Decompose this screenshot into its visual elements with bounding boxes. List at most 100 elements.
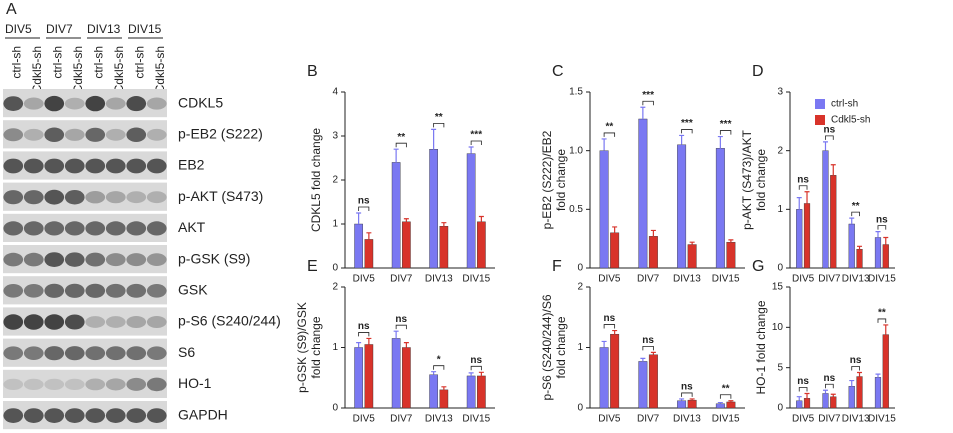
blot-band — [64, 314, 85, 330]
error-bar — [804, 191, 810, 204]
protein-label: S6 — [178, 344, 195, 360]
blot-band — [64, 378, 85, 390]
y-axis-label: HO-1 fold change — [754, 300, 768, 394]
blot-band — [85, 408, 106, 423]
error-bar — [640, 357, 646, 362]
x-tick-label: DIV7 — [818, 274, 841, 285]
bar — [402, 347, 411, 409]
error-bar — [822, 141, 828, 151]
significance-label: ns — [797, 174, 809, 185]
blot-band — [85, 221, 106, 236]
blot-band — [3, 314, 24, 330]
error-bar — [650, 351, 656, 355]
lane-label: Cdkl5-sh — [71, 46, 85, 93]
blot-band — [64, 221, 85, 236]
lane-label: ctrl-sh — [9, 46, 23, 79]
blot-band — [23, 252, 44, 267]
y-tick-label: 1.0 — [569, 145, 583, 156]
blot-band — [126, 346, 147, 361]
significance-bracket — [798, 185, 808, 190]
bar — [715, 403, 725, 409]
blot-band — [44, 283, 65, 298]
blot-band — [105, 97, 126, 110]
error-bar — [601, 340, 607, 348]
x-tick-label: DIV15 — [712, 274, 740, 285]
bar — [638, 118, 648, 269]
significance-bracket — [719, 394, 732, 399]
significance-bracket — [825, 383, 834, 389]
error-bar — [650, 229, 656, 237]
significance-bracket — [358, 332, 370, 337]
blot-band — [146, 284, 167, 298]
panel-letter: A — [6, 1, 17, 18]
blot-band — [23, 346, 44, 361]
bar — [610, 232, 620, 269]
blot-band — [105, 158, 126, 174]
panel-letter: D — [752, 63, 764, 80]
legend-swatch — [815, 99, 825, 109]
panel-letter: F — [552, 258, 562, 275]
error-bar — [883, 236, 889, 245]
bar — [429, 148, 438, 269]
blot-band — [105, 221, 126, 236]
blot-band — [146, 128, 167, 141]
error-bar — [822, 389, 828, 394]
significance-label: ns — [850, 355, 862, 366]
blot-band — [105, 378, 126, 391]
blot-band — [126, 96, 147, 112]
significance-bracket — [603, 132, 616, 137]
blot-band — [23, 190, 44, 205]
error-bar — [478, 215, 484, 222]
x-tick-label: DIV15 — [462, 414, 490, 425]
x-tick-label: DIV13 — [425, 274, 453, 285]
error-bar — [366, 337, 372, 345]
bar — [687, 399, 697, 409]
bar — [354, 223, 363, 269]
protein-label: GAPDH — [178, 406, 228, 422]
significance-bracket — [395, 324, 407, 330]
bar — [439, 225, 449, 269]
error-bar — [393, 148, 399, 163]
blot-band — [44, 127, 65, 143]
x-tick-label: DIV7 — [818, 414, 841, 425]
x-tick-label: DIV15 — [868, 274, 896, 285]
blot-band — [85, 283, 106, 298]
y-tick-label: 2 — [332, 175, 338, 186]
y-tick-label: 0 — [777, 263, 783, 274]
bar — [354, 347, 363, 409]
error-bar — [612, 329, 618, 335]
blot-band — [105, 191, 126, 204]
y-tick-label: 0 — [577, 263, 583, 274]
protein-label: p-AKT (S473) — [178, 188, 263, 204]
bar — [687, 244, 697, 269]
blot-band — [44, 314, 65, 330]
blot-band — [64, 189, 85, 205]
error-bar — [478, 371, 484, 376]
significance-bracket — [642, 100, 654, 106]
lane-label: ctrl-sh — [132, 46, 146, 79]
bar — [882, 244, 889, 269]
x-tick-label: DIV13 — [673, 414, 701, 425]
bar — [610, 333, 620, 409]
panel-letter: B — [307, 63, 318, 80]
protein-label: EB2 — [178, 157, 205, 173]
significance-bracket — [642, 345, 654, 351]
blot-band — [3, 128, 24, 142]
blot-band — [85, 191, 106, 204]
bar — [364, 239, 374, 269]
significance-label: *** — [681, 118, 693, 129]
blot-band — [105, 316, 126, 328]
error-bar — [601, 138, 607, 151]
error-bar — [431, 371, 437, 375]
blot-band — [64, 158, 85, 174]
protein-label: p-GSK (S9) — [178, 250, 250, 266]
y-tick-label: 1 — [332, 342, 338, 353]
blot-band — [85, 158, 106, 174]
error-bar — [356, 212, 362, 224]
blot-band — [126, 191, 147, 204]
blot-band — [146, 158, 167, 174]
blot-band — [146, 221, 167, 236]
group-label: DIV13 — [87, 22, 121, 36]
blot-band — [64, 283, 85, 298]
error-bar — [441, 386, 447, 390]
